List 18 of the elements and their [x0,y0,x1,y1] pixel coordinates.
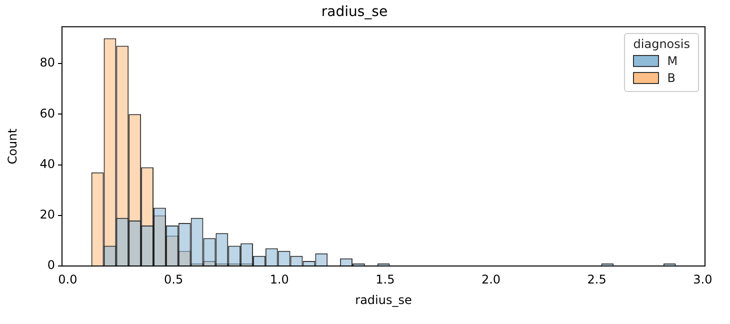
x-tick-label: 0.0 [58,272,78,286]
x-tick-label: 2.5 [587,272,606,286]
legend-label: B [667,70,676,85]
x-axis-title: radius_se [355,292,412,307]
x-tick-label: 0.5 [164,272,184,286]
y-tick-label: 20 [40,208,55,222]
legend-title: diagnosis [633,36,690,51]
y-axis-title: Count [5,128,20,164]
x-tick-label: 3.0 [693,272,712,286]
x-tick-label: 2.0 [481,272,501,286]
y-tick-label: 60 [40,106,55,120]
x-tick-label: 1.0 [270,272,289,286]
y-tick-label: 80 [40,56,55,70]
x-tick-label: 1.5 [376,272,395,286]
legend-label: M [667,54,678,68]
chart-title: radius_se [321,4,388,20]
y-tick-label: 40 [40,156,55,171]
y-tick-label: 0 [47,258,55,272]
